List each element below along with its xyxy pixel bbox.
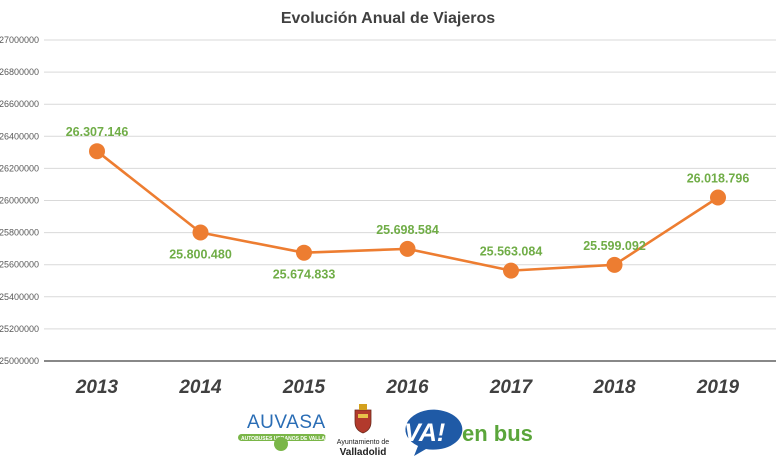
vaenbus-logo: VA! en bus — [404, 409, 533, 456]
y-tick-label: 25200000 — [0, 324, 39, 334]
data-label: 25.698.584 — [376, 223, 439, 237]
data-label: 25.800.480 — [169, 248, 232, 262]
data-label: 25.563.084 — [480, 245, 543, 259]
data-point-marker — [606, 256, 623, 273]
x-axis-ticks: 2013 2014 2015 2016 2017 2018 2019 — [75, 377, 740, 398]
ayuntamiento-logo-line1: Ayuntamiento de — [337, 439, 390, 446]
auvasa-logo-subtitle: AUTOBUSES URBANOS DE VALLADOLID S.A. — [241, 436, 352, 442]
data-point-marker — [192, 224, 209, 241]
data-point-marker — [399, 240, 416, 257]
data-label: 25.674.833 — [273, 268, 336, 282]
y-axis-ticks: 25000000 25200000 25400000 25600000 25800000… — [0, 35, 39, 366]
data-label: 25.599.092 — [583, 239, 646, 253]
ayuntamiento-logo-line2: Valladolid — [340, 447, 387, 458]
y-tick-label: 26200000 — [0, 163, 39, 173]
x-tick-label: 2018 — [592, 377, 636, 398]
vaenbus-logo-va: VA! — [404, 419, 445, 447]
y-tick-label: 25800000 — [0, 228, 39, 238]
y-tick-label: 26600000 — [0, 99, 39, 109]
coat-of-arms-icon — [354, 404, 372, 434]
speech-bubble-icon — [405, 409, 463, 456]
vaenbus-logo-enbus: en bus — [462, 421, 533, 446]
ayuntamiento-logo: Ayuntamiento de Valladolid — [337, 404, 390, 458]
series-markers — [89, 143, 726, 279]
x-tick-label: 2013 — [75, 377, 119, 398]
auvasa-logo-name: AUVASA — [247, 412, 326, 433]
x-tick-label: 2019 — [696, 377, 740, 398]
data-label: 26.018.796 — [687, 171, 750, 185]
data-point-marker — [89, 143, 105, 160]
y-tick-label: 27000000 — [0, 35, 39, 45]
data-label: 26.307.146 — [66, 125, 129, 139]
x-tick-label: 2017 — [489, 377, 534, 398]
x-tick-label: 2015 — [282, 377, 326, 398]
x-tick-label: 2014 — [178, 377, 222, 398]
data-point-marker — [503, 262, 519, 279]
y-tick-label: 25400000 — [0, 292, 39, 302]
data-point-marker — [296, 244, 312, 261]
auvasa-logo-dot — [274, 437, 288, 451]
y-tick-label: 25600000 — [0, 260, 39, 270]
y-tick-label: 26000000 — [0, 196, 39, 206]
auvasa-logo: AUVASA AUTOBUSES URBANOS DE VALLADOLID S… — [238, 412, 352, 451]
gridlines — [44, 39, 776, 330]
x-tick-label: 2016 — [385, 377, 429, 398]
data-labels: 26.307.146 25.800.480 25.674.833 25.698.584… — [66, 125, 750, 281]
data-point-marker — [710, 189, 726, 206]
y-tick-label: 25000000 — [0, 356, 39, 366]
y-tick-label: 26800000 — [0, 67, 39, 77]
y-tick-label: 26400000 — [0, 131, 39, 141]
chart-title: Evolución Anual de Viajeros — [281, 10, 495, 27]
